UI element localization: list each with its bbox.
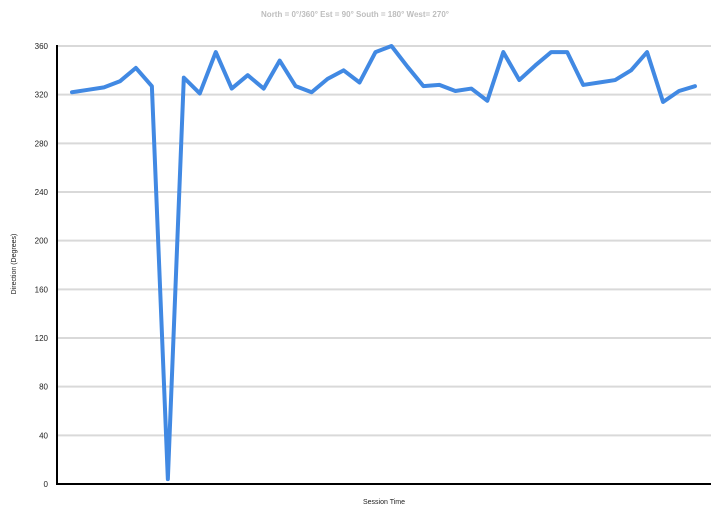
y-tick-label: 280 bbox=[35, 139, 49, 148]
chart-title: North = 0°/360° Est = 90° South = 180° W… bbox=[261, 10, 449, 19]
y-tick-label: 240 bbox=[35, 188, 49, 197]
y-tick-label: 200 bbox=[35, 237, 49, 246]
y-axis-ticks: 0 40 80 120 160 200 240 280 320 360 bbox=[35, 42, 49, 489]
x-axis-label: Session Time bbox=[363, 499, 405, 506]
y-tick-label: 320 bbox=[35, 91, 49, 100]
series-group bbox=[70, 44, 697, 482]
y-tick-label: 360 bbox=[35, 42, 49, 51]
y-tick-label: 80 bbox=[39, 383, 48, 392]
y-tick-label: 40 bbox=[39, 431, 48, 440]
grid-lines bbox=[57, 45, 711, 437]
y-tick-label: 160 bbox=[35, 285, 49, 294]
y-axis-label: Direction (Degrees) bbox=[11, 234, 18, 295]
y-tick-label: 0 bbox=[44, 480, 49, 489]
y-tick-label: 120 bbox=[35, 334, 49, 343]
series-line bbox=[70, 44, 697, 482]
